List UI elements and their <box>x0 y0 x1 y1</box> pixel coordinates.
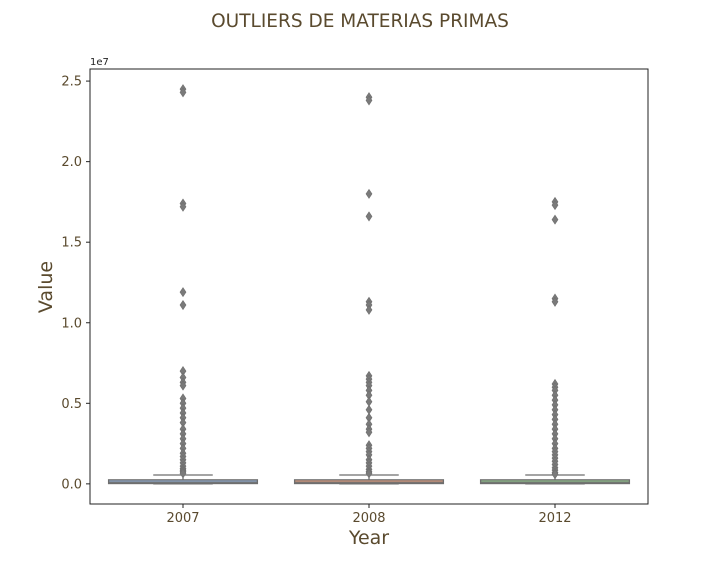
outlier-point <box>551 214 559 225</box>
outlier-point <box>551 296 559 307</box>
y-tick-label: 2.5 <box>61 75 82 90</box>
y-tick-label: 1.0 <box>61 316 82 331</box>
outlier-point <box>179 468 187 479</box>
y-tick-label: 2.0 <box>61 155 82 170</box>
outlier-point <box>365 95 373 106</box>
outlier-point <box>551 469 559 480</box>
outlier-point <box>179 87 187 98</box>
x-tick-label: 2008 <box>352 511 385 526</box>
outlier-point <box>365 468 373 479</box>
outlier-point <box>179 287 187 298</box>
x-axis: 2007 2008 2012 <box>166 504 572 526</box>
outlier-point <box>365 427 373 438</box>
boxes-layer <box>107 84 631 485</box>
outlier-point <box>365 304 373 315</box>
outlier-point <box>551 200 559 211</box>
outlier-point <box>179 299 187 311</box>
y-tick-label: 0.5 <box>61 397 82 412</box>
outlier-point <box>179 201 187 212</box>
box-2007 <box>107 84 259 485</box>
x-axis-label: Year <box>348 527 389 549</box>
y-offset-label: 1e7 <box>90 57 109 68</box>
y-tick-label: 1.5 <box>61 236 82 251</box>
box-2012 <box>479 196 631 485</box>
chart-title: OUTLIERS DE MATERIAS PRIMAS <box>211 11 509 32</box>
x-tick-label: 2012 <box>538 511 571 526</box>
box-2008 <box>293 92 445 485</box>
outlier-point <box>179 380 187 391</box>
plot-area <box>89 68 649 505</box>
x-tick-label: 2007 <box>166 511 199 526</box>
y-tick-label: 0.0 <box>61 477 82 492</box>
y-axis-label: Value <box>35 261 57 313</box>
outlier-point <box>365 188 373 199</box>
y-axis: 0.0 0.5 1.0 1.5 2.0 2.5 <box>61 75 90 492</box>
outlier-point <box>365 211 373 222</box>
